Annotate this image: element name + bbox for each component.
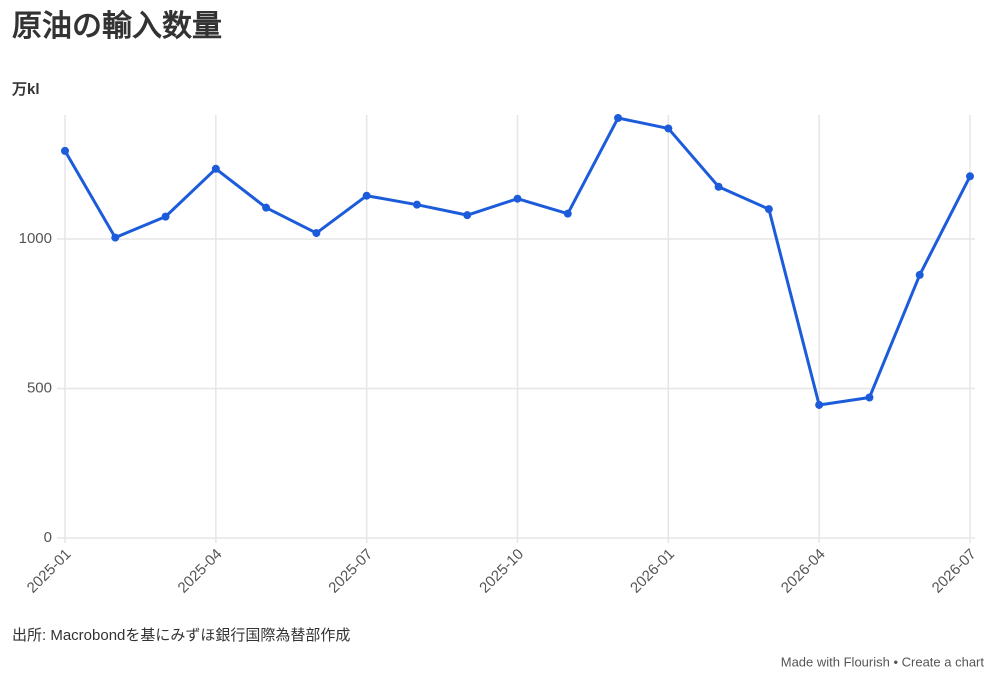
point [111, 233, 120, 242]
point [865, 393, 874, 402]
point [362, 191, 371, 200]
x-tick-label: 2025-04 [175, 546, 226, 597]
point [262, 203, 271, 212]
point [915, 270, 924, 279]
y-tick-label: 500 [27, 379, 52, 396]
point [513, 194, 522, 203]
point [463, 211, 472, 220]
x-tick-label: 2025-01 [24, 546, 75, 597]
point [312, 229, 321, 238]
x-tick-label: 2026-07 [929, 546, 980, 597]
point [714, 182, 723, 191]
point [161, 212, 170, 221]
x-tick-label: 2025-10 [476, 546, 527, 597]
point [563, 209, 572, 218]
y-tick-label: 1000 [19, 230, 52, 247]
point [61, 146, 69, 155]
y-axis-label: 万kl [11, 81, 40, 98]
x-tick-label: 2025-07 [325, 546, 376, 597]
chart-title: 原油の輸入数量 [12, 9, 222, 43]
point [412, 200, 421, 209]
x-tick-label: 2026-01 [627, 546, 678, 597]
y-tick-label: 0 [44, 529, 52, 546]
point [614, 113, 623, 122]
footer-link[interactable]: Made with Flourish • Create a chart [781, 654, 985, 669]
point [664, 124, 673, 133]
source: 出所: Macrobondを基にみずほ銀行国際為替部作成 [12, 627, 350, 644]
point [211, 164, 220, 173]
point [966, 172, 974, 181]
x-tick-label: 2026-04 [778, 546, 829, 597]
point [764, 205, 773, 214]
point [815, 400, 824, 409]
